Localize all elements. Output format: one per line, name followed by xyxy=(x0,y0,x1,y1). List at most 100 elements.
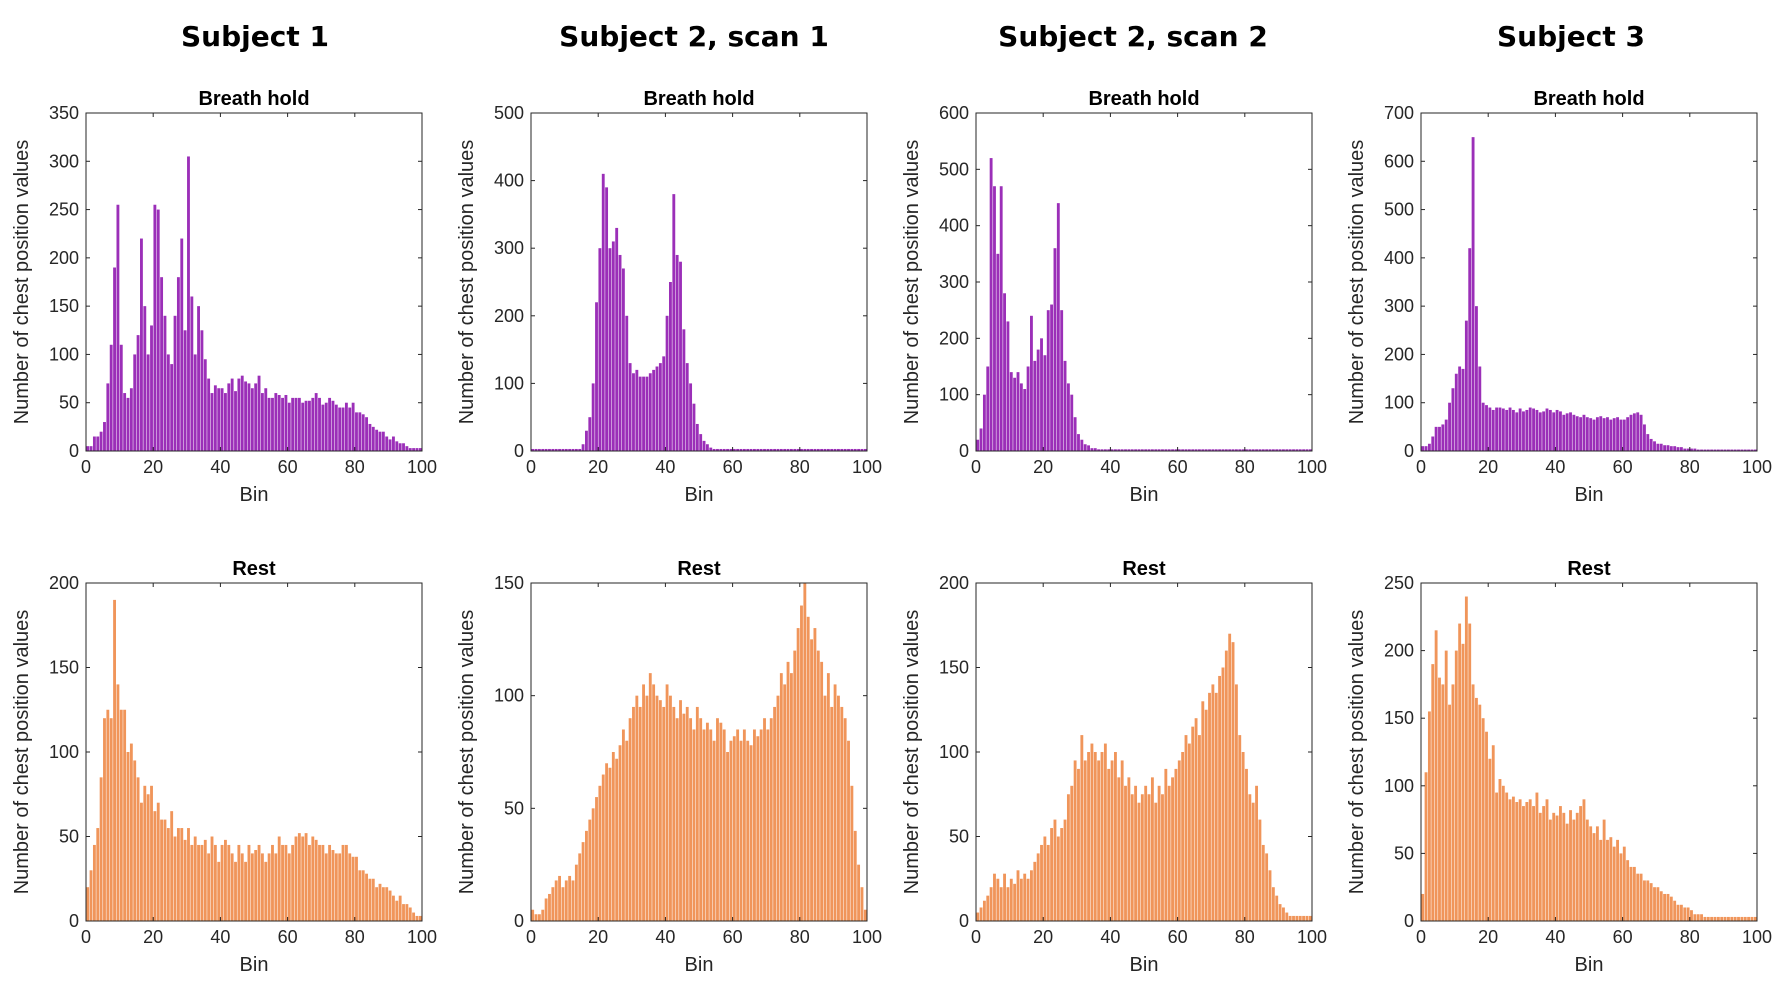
y-tick-label: 300 xyxy=(49,151,79,171)
bar xyxy=(1683,907,1687,921)
chart-title: Rest xyxy=(677,558,721,580)
bar xyxy=(783,448,787,451)
bar xyxy=(843,448,847,451)
bar xyxy=(1184,449,1188,451)
bar xyxy=(853,830,857,921)
bar xyxy=(284,394,288,451)
bar xyxy=(669,695,672,921)
bar xyxy=(351,856,355,921)
x-tick-label: 20 xyxy=(1478,457,1498,477)
bar xyxy=(863,909,867,921)
bar xyxy=(1019,383,1023,451)
bar xyxy=(605,763,609,921)
bar xyxy=(672,194,676,451)
bar xyxy=(338,407,342,451)
bar xyxy=(645,695,649,921)
bar xyxy=(826,673,830,921)
y-tick-label: 300 xyxy=(494,238,524,258)
bar xyxy=(308,844,311,921)
bar xyxy=(1498,407,1502,451)
bar xyxy=(190,844,194,921)
bar xyxy=(763,448,766,451)
bar xyxy=(173,315,177,451)
bar xyxy=(655,366,659,451)
bar xyxy=(1438,677,1441,921)
bar xyxy=(1481,718,1485,921)
x-tick-label: 80 xyxy=(790,457,810,477)
bar xyxy=(1036,349,1040,451)
x-tick-label: 100 xyxy=(1297,457,1327,477)
bar xyxy=(1214,449,1218,451)
bar xyxy=(176,828,180,921)
x-tick-label: 0 xyxy=(971,927,981,947)
bar xyxy=(193,354,197,451)
bar xyxy=(863,448,867,451)
bar xyxy=(331,400,335,451)
bar xyxy=(1073,760,1077,921)
bar xyxy=(402,904,405,921)
bar xyxy=(1060,310,1064,451)
bar xyxy=(365,873,368,921)
bar xyxy=(534,448,538,451)
bar xyxy=(1599,416,1603,451)
bar xyxy=(783,684,787,921)
bar xyxy=(133,760,137,921)
bar xyxy=(558,448,561,451)
bar xyxy=(652,684,656,921)
bar xyxy=(705,444,709,451)
bar xyxy=(1177,449,1181,451)
bar xyxy=(1643,424,1646,451)
bar xyxy=(140,802,143,921)
bar xyxy=(1716,916,1720,921)
bar xyxy=(1066,794,1070,921)
bar xyxy=(1663,445,1667,451)
bar xyxy=(1451,388,1455,451)
bar xyxy=(816,650,820,921)
bar xyxy=(1542,806,1546,921)
bar xyxy=(1026,366,1030,451)
column-title-subject-2-scan-1: Subject 2, scan 1 xyxy=(559,20,829,53)
chart-7: 0 20 40 60 80 100 0 50 100 150 200 Rest Bin Number of… xyxy=(901,558,1327,976)
bar xyxy=(850,448,854,451)
bar xyxy=(1248,794,1252,921)
bar xyxy=(109,718,113,921)
bar xyxy=(1097,449,1101,451)
bar xyxy=(1046,844,1050,921)
bar xyxy=(1285,449,1289,451)
bar xyxy=(1103,449,1107,451)
bar xyxy=(1147,449,1151,451)
bar xyxy=(1070,394,1074,451)
bar xyxy=(1154,449,1158,451)
bar xyxy=(103,422,106,451)
bar xyxy=(271,397,274,451)
bar xyxy=(89,870,93,921)
bar xyxy=(1090,448,1094,451)
bar xyxy=(1255,449,1258,451)
bar xyxy=(381,887,385,921)
bar xyxy=(823,695,827,921)
bar xyxy=(1713,449,1717,451)
bar xyxy=(1743,449,1747,451)
bar xyxy=(833,684,837,921)
bar xyxy=(1612,846,1616,921)
bar xyxy=(601,774,605,921)
bar xyxy=(136,335,140,451)
bar xyxy=(1528,799,1532,921)
bar xyxy=(551,448,555,451)
bar xyxy=(1288,915,1292,921)
chart-8: 0 20 40 60 80 100 0 50 100 150 200 250 Rest Bin Number… xyxy=(1346,558,1772,976)
bar xyxy=(244,861,248,921)
x-tick-label: 40 xyxy=(210,457,230,477)
bar xyxy=(739,448,743,451)
bar xyxy=(621,729,625,921)
bar xyxy=(1501,408,1505,451)
bar xyxy=(1495,407,1499,451)
bar xyxy=(1255,785,1258,921)
bar xyxy=(1228,633,1232,921)
bar xyxy=(1676,904,1680,921)
bar xyxy=(183,330,187,451)
bar xyxy=(729,740,733,921)
bar xyxy=(99,777,103,921)
bar xyxy=(1710,449,1714,451)
x-tick-label: 0 xyxy=(1416,457,1426,477)
